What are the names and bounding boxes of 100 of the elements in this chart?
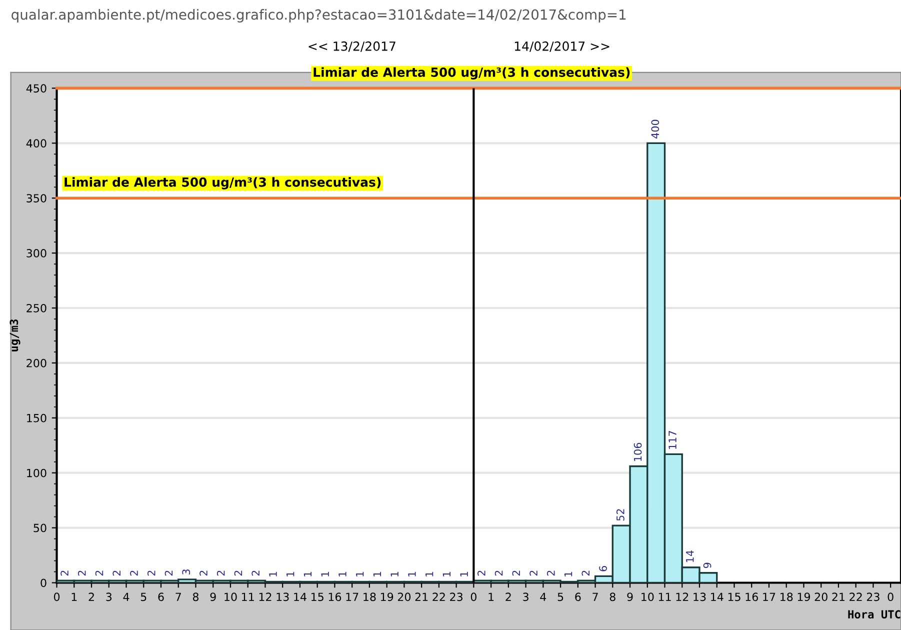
x-tick-label: 5 — [140, 592, 146, 602]
data-label: 2 — [252, 570, 260, 576]
x-tick-label: 2 — [506, 592, 511, 601]
x-tick-label: 23 — [450, 592, 462, 602]
x-tick-label: 23 — [866, 592, 880, 602]
x-tick-label: 17 — [763, 592, 776, 601]
x-tick-label: 12 — [259, 592, 272, 601]
x-tick-label: 22 — [432, 592, 445, 601]
x-tick-label: 1 — [488, 592, 494, 601]
y-tick-label: 300 — [26, 249, 46, 258]
ref-line-label: Limiar de Alerta 500 ug/m³(3 h consecutivas) — [64, 177, 381, 190]
data-label: 1 — [426, 572, 434, 576]
data-label: 2 — [216, 570, 225, 576]
x-tick-label: 16 — [328, 592, 342, 602]
y-tick-label: 200 — [26, 358, 46, 368]
data-label: 2 — [546, 570, 555, 576]
text: << 13/2/2017 — [308, 41, 396, 52]
data-label: 2 — [200, 570, 208, 576]
x-tick-label: 16 — [746, 592, 758, 602]
x-tick-label: 19 — [798, 592, 810, 602]
data-label: 1 — [286, 572, 294, 576]
x-tick-label: 10 — [642, 592, 654, 602]
data-label: 1 — [564, 572, 572, 576]
x-tick-label: 4 — [123, 592, 130, 601]
x-tick-label: 0 — [54, 592, 60, 602]
x-tick-label: 21 — [415, 592, 428, 601]
data-label: 2 — [494, 570, 503, 576]
data-label: 400 — [651, 120, 660, 138]
data-label: 14 — [686, 550, 694, 562]
data-label: 2 — [512, 570, 520, 576]
x-tick-label: 6 — [575, 592, 581, 602]
x-tick-label: 22 — [850, 592, 862, 601]
data-label: 2 — [147, 570, 156, 576]
data-label: 1 — [442, 572, 450, 576]
x-tick-label: 7 — [176, 592, 181, 601]
y-tick-label: 250 — [26, 304, 46, 312]
x-tick-label: 18 — [364, 592, 376, 602]
x-tick-label: 21 — [832, 592, 845, 601]
y-tick-label: 100 — [27, 468, 46, 478]
data-label: 1 — [460, 572, 468, 576]
text: 14/02/2017 >> — [514, 41, 610, 52]
text: qualar.apambiente.pt/medicoes.grafico.php?estacao=3101&date=14/02/2017&comp=1 — [12, 9, 626, 22]
x-tick-label: 8 — [192, 592, 199, 602]
data-label: 2 — [582, 570, 590, 576]
data-label: 52 — [616, 509, 624, 521]
data-label: 2 — [234, 570, 242, 576]
x-tick-label: 12 — [676, 592, 688, 601]
y-tick-label: 150 — [27, 414, 46, 422]
x-axis-title: Hora UTC — [848, 610, 900, 619]
x-tick-label: 10 — [224, 592, 237, 602]
x-tick-label: 9 — [210, 592, 216, 602]
x-tick-label: 17 — [346, 592, 358, 601]
data-label: 2 — [112, 570, 120, 576]
ref-line-label: Limiar de Alerta 500 ug/m³(3 h consecutivas) — [314, 67, 630, 80]
x-tick-label: 7 — [592, 592, 598, 601]
x-tick-label: 4 — [540, 592, 546, 601]
y-tick-label: 0 — [40, 578, 46, 588]
data-label: 1 — [269, 572, 277, 576]
x-tick-label: 11 — [242, 592, 254, 601]
data-label: 2 — [60, 570, 68, 576]
x-tick-label: 19 — [380, 592, 394, 602]
data-label: 2 — [530, 570, 538, 576]
x-tick-label: 13 — [694, 592, 706, 602]
x-tick-label: 5 — [558, 592, 564, 602]
x-tick-label: 14 — [711, 592, 724, 601]
data-label: 2 — [164, 570, 173, 576]
x-tick-label: 6 — [158, 592, 164, 602]
x-tick-label: 20 — [398, 592, 411, 602]
data-label: 106 — [634, 442, 642, 461]
x-tick-label: 0 — [888, 592, 894, 602]
x-tick-label: 11 — [658, 592, 671, 601]
data-label: 1 — [390, 572, 398, 576]
x-tick-label: 1 — [72, 592, 77, 601]
x-tick-label: 3 — [523, 592, 528, 602]
data-label: 1 — [373, 572, 382, 576]
data-label: 3 — [182, 569, 190, 574]
x-tick-label: 15 — [728, 592, 740, 602]
data-label: 9 — [703, 562, 712, 568]
x-tick-label: 14 — [294, 592, 306, 601]
x-tick-label: 8 — [610, 592, 616, 602]
x-tick-label: 9 — [627, 592, 633, 602]
x-tick-label: 18 — [780, 592, 793, 602]
x-tick-label: 13 — [276, 592, 289, 602]
y-tick-label: 450 — [26, 84, 46, 93]
x-tick-label: 0 — [470, 592, 476, 602]
y-tick-label: 350 — [26, 194, 46, 202]
y-tick-label: 400 — [26, 139, 46, 148]
x-tick-label: 15 — [311, 592, 324, 602]
data-label: 1 — [356, 572, 364, 576]
data-label: 1 — [408, 572, 416, 576]
x-tick-label: 20 — [814, 592, 828, 602]
y-tick-label: 50 — [34, 524, 46, 532]
data-label: 1 — [304, 572, 312, 576]
data-label: 6 — [599, 566, 607, 572]
x-tick-label: 3 — [106, 592, 112, 602]
data-label: 1 — [338, 572, 346, 576]
data-label: 2 — [478, 570, 486, 576]
data-label: 1 — [321, 572, 329, 576]
y-axis-title: ug/m3 — [10, 319, 20, 352]
data-label: 2 — [130, 570, 138, 576]
